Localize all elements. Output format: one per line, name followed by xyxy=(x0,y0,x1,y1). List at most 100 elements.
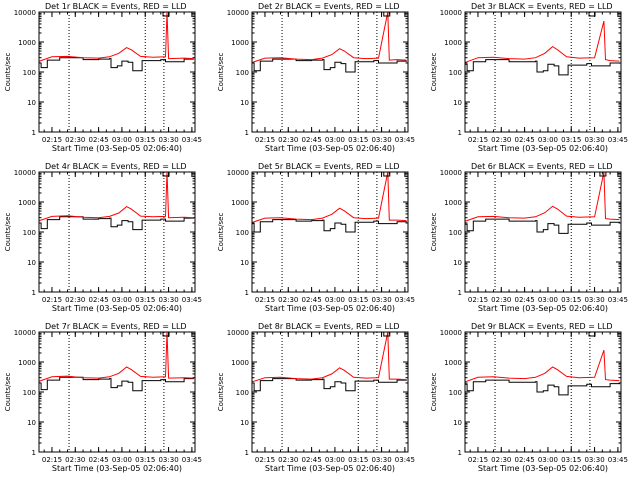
x-tick-label: 03:15 xyxy=(348,136,368,144)
chart-title: Det 3r BLACK = Events, RED = LLD xyxy=(471,2,613,11)
events-series-line xyxy=(252,58,407,73)
chart-title: Det 2r BLACK = Events, RED = LLD xyxy=(258,2,400,11)
x-tick-label: 02:45 xyxy=(89,296,109,304)
x-tick-label: 03:45 xyxy=(395,136,415,144)
y-tick-label: 100 xyxy=(236,389,249,397)
y-tick-label: 10000 xyxy=(227,329,249,337)
y-tick-label: 10000 xyxy=(14,329,36,337)
x-tick-label: 03:00 xyxy=(538,296,558,304)
x-tick-label: 02:15 xyxy=(255,456,275,464)
x-tick-label: 02:30 xyxy=(491,456,511,464)
events-series-line xyxy=(39,376,194,392)
x-tick-label: 03:00 xyxy=(538,136,558,144)
y-tick-label: 100 xyxy=(23,389,36,397)
x-axis-label: Start Time (03-Sep-05 02:06:40) xyxy=(265,304,395,313)
y-tick-label: 100 xyxy=(236,69,249,77)
x-axis-label: Start Time (03-Sep-05 02:06:40) xyxy=(478,304,608,313)
y-axis-label: Counts/sec xyxy=(4,373,12,412)
y-tick-label: 1 xyxy=(458,129,462,137)
plot-frame xyxy=(38,331,196,453)
y-tick-label: 10 xyxy=(240,419,249,427)
x-tick-label: 02:45 xyxy=(302,136,322,144)
x-axis-label: Start Time (03-Sep-05 02:06:40) xyxy=(478,144,608,153)
y-tick-label: 10 xyxy=(27,419,36,427)
x-tick-label: 03:15 xyxy=(135,456,155,464)
x-tick-label: 02:30 xyxy=(491,296,511,304)
lld-series-line xyxy=(465,171,620,222)
lld-series-line xyxy=(39,11,194,62)
x-tick-label: 03:00 xyxy=(325,136,345,144)
lld-series-line xyxy=(252,171,407,223)
x-tick-label: 03:15 xyxy=(561,296,581,304)
chart-panel: Det 5r BLACK = Events, RED = LLD Counts/s… xyxy=(217,162,415,313)
chart-title: Det 6r BLACK = Events, RED = LLD xyxy=(471,162,613,171)
plot-frame xyxy=(251,11,409,133)
x-axis-label: Start Time (03-Sep-05 02:06:40) xyxy=(478,464,608,473)
chart-panel: Det 8r BLACK = Events, RED = LLD Counts/s… xyxy=(217,322,415,473)
plot-frame xyxy=(38,11,196,133)
chart-title: Det 1r BLACK = Events, RED = LLD xyxy=(45,2,187,11)
x-tick-label: 03:45 xyxy=(608,136,628,144)
x-tick-label: 03:00 xyxy=(112,456,132,464)
x-tick-label: 02:30 xyxy=(65,456,85,464)
x-tick-label: 02:45 xyxy=(515,456,535,464)
x-tick-label: 02:45 xyxy=(515,136,535,144)
y-axis-label: Counts/sec xyxy=(430,373,438,412)
x-axis-label: Start Time (03-Sep-05 02:06:40) xyxy=(265,464,395,473)
events-series-line xyxy=(252,378,407,392)
chart-panel: Det 9r BLACK = Events, RED = LLD Counts/s… xyxy=(430,322,628,473)
y-tick-label: 10 xyxy=(27,259,36,267)
x-tick-label: 02:45 xyxy=(515,296,535,304)
x-tick-label: 02:15 xyxy=(42,456,62,464)
y-axis-label: Counts/sec xyxy=(430,213,438,252)
y-axis-label: Counts/sec xyxy=(4,53,12,92)
x-tick-label: 03:30 xyxy=(371,456,391,464)
chart-panel: Det 7r BLACK = Events, RED = LLD Counts/s… xyxy=(4,322,202,473)
y-tick-label: 1000 xyxy=(231,39,249,47)
y-tick-label: 10000 xyxy=(227,169,249,177)
x-tick-label: 02:15 xyxy=(42,136,62,144)
x-tick-label: 02:45 xyxy=(89,136,109,144)
x-tick-label: 02:15 xyxy=(255,296,275,304)
y-tick-label: 1000 xyxy=(444,199,462,207)
y-axis-label: Counts/sec xyxy=(217,213,225,252)
x-tick-label: 02:30 xyxy=(278,296,298,304)
x-axis-label: Start Time (03-Sep-05 02:06:40) xyxy=(52,464,182,473)
y-tick-label: 10000 xyxy=(440,169,462,177)
x-tick-label: 03:30 xyxy=(158,456,178,464)
chart-title: Det 9r BLACK = Events, RED = LLD xyxy=(471,322,613,331)
chart-panel: Det 3r BLACK = Events, RED = LLD Counts/s… xyxy=(430,2,628,153)
x-tick-label: 03:30 xyxy=(584,296,604,304)
y-tick-label: 10 xyxy=(453,259,462,267)
events-series-line xyxy=(39,57,194,72)
x-tick-label: 03:00 xyxy=(112,136,132,144)
x-tick-label: 02:30 xyxy=(65,296,85,304)
x-tick-label: 03:15 xyxy=(348,456,368,464)
x-tick-label: 03:30 xyxy=(158,296,178,304)
x-tick-label: 03:15 xyxy=(561,136,581,144)
events-series-line xyxy=(39,216,194,231)
lld-series-line xyxy=(39,171,194,222)
y-tick-label: 10000 xyxy=(440,329,462,337)
x-tick-label: 03:30 xyxy=(158,136,178,144)
chart-title: Det 5r BLACK = Events, RED = LLD xyxy=(258,162,400,171)
events-series-line xyxy=(465,59,620,76)
x-tick-label: 03:00 xyxy=(538,456,558,464)
y-tick-label: 10 xyxy=(453,419,462,427)
y-tick-label: 1000 xyxy=(18,199,36,207)
x-axis-label: Start Time (03-Sep-05 02:06:40) xyxy=(52,144,182,153)
y-tick-label: 10 xyxy=(27,99,36,107)
y-tick-label: 1000 xyxy=(18,359,36,367)
lld-series-line xyxy=(252,331,407,383)
plot-frame xyxy=(38,171,196,293)
y-tick-label: 1 xyxy=(458,289,462,297)
x-tick-label: 03:00 xyxy=(112,296,132,304)
events-series-line xyxy=(252,219,407,233)
plot-frame xyxy=(251,171,409,293)
x-tick-label: 02:15 xyxy=(468,296,488,304)
y-tick-label: 10 xyxy=(240,259,249,267)
y-tick-label: 1000 xyxy=(231,199,249,207)
y-tick-label: 1 xyxy=(32,289,36,297)
chart-title: Det 7r BLACK = Events, RED = LLD xyxy=(45,322,187,331)
